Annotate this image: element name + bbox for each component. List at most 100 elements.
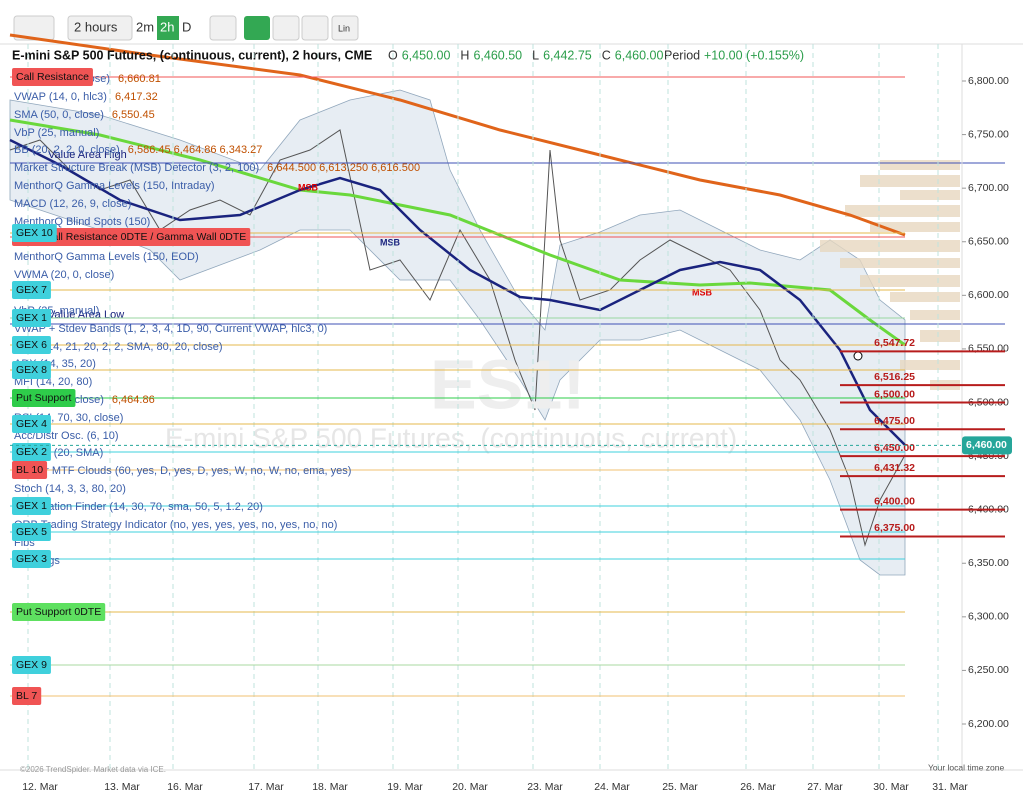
gamma-tag-label: GEX 7 — [16, 284, 47, 296]
annotation: MSB — [380, 237, 401, 247]
gamma-tag-label: GEX 5 — [16, 526, 47, 538]
ohlc-value: 6,460.50 — [473, 48, 522, 62]
gamma-tag-label: GEX 2 — [16, 446, 47, 458]
annotation: MSB — [692, 287, 713, 297]
gamma-tag — [12, 389, 76, 407]
level-label: 6,547.72 — [874, 337, 915, 349]
chart-type-button[interactable] — [13, 15, 55, 41]
indicator-name: MenthorQ Gamma Levels (150, Intraday) — [14, 180, 215, 192]
gamma-tag — [12, 523, 51, 541]
indicator-name: Ripster MTF Clouds (60, yes, D, yes, D, … — [14, 465, 351, 477]
interval-button[interactable]: 2h — [160, 19, 174, 34]
gamma-tag — [12, 497, 51, 515]
watermark-name: E-mini S&P 500 Futures, (continuous, cur… — [165, 422, 737, 453]
gamma-tag-label: GEX 6 — [16, 339, 47, 351]
level-label: 6,516.25 — [874, 371, 915, 383]
gamma-tag — [12, 68, 93, 86]
gamma-tag — [12, 687, 42, 705]
indicator-name: SMA (50, 0, close) — [14, 109, 104, 121]
volume-profile — [820, 160, 960, 390]
level-label: 6,431.32 — [874, 462, 915, 474]
indicator-name: VWAP + Stdev Bands (1, 2, 3, 4, 1D, 90, … — [14, 323, 327, 335]
marker — [853, 351, 863, 361]
y-tick-label: 6,800.00 — [968, 75, 1009, 87]
gamma-tag — [12, 336, 51, 354]
level-label: 6,400.00 — [874, 495, 915, 507]
level-label: 6,500.00 — [874, 388, 915, 400]
settings-button[interactable] — [209, 15, 237, 41]
y-tick-label: 6,700.00 — [968, 182, 1009, 194]
ohlc-key: C — [602, 48, 611, 62]
x-tick-label: 19. Mar — [387, 781, 423, 793]
active-interval-bg — [157, 16, 179, 40]
ohlc-key: H — [460, 48, 469, 62]
indicator-name: Market Structure Break (MSB) Detector (3… — [14, 162, 259, 174]
indicator-name: MACD (12, 26, 9, close) — [14, 198, 131, 210]
indicator-value: 6,644.500 6,613.250 6,616.500 — [267, 162, 420, 174]
level-label: 6,475.00 — [874, 415, 915, 427]
timezone: Your local time zone — [928, 762, 1005, 772]
ohlc-value: 6,450.00 — [402, 48, 451, 62]
gamma-tag-label: GEX 3 — [16, 553, 47, 565]
level-label: 6,375.00 — [874, 522, 915, 534]
gamma-tag-label: GEX 1 — [16, 312, 47, 324]
x-tick-label: 27. Mar — [807, 781, 843, 793]
sma-200 — [9, 33, 906, 237]
scale-button[interactable] — [331, 15, 359, 41]
indicator-name: VWMA (20, 0, close) — [14, 269, 114, 281]
interval-button[interactable]: 2m — [136, 19, 154, 34]
y-tick-label: 6,600.00 — [968, 289, 1009, 301]
last-price: 6,460.00 — [966, 439, 1007, 451]
tool-button[interactable] — [244, 16, 270, 40]
interval-button[interactable]: D — [182, 19, 191, 34]
ohlc-value: 6,460.00 — [615, 48, 664, 62]
x-tick-label: 26. Mar — [740, 781, 776, 793]
gamma-tag-label: Call Resistance — [16, 71, 89, 83]
y-tick-label: 6,750.00 — [968, 128, 1009, 140]
x-tick-label: 23. Mar — [527, 781, 563, 793]
indicator-name: BB (20, 2, 2, 0, close) — [14, 144, 120, 156]
interval: 2 hours — [74, 19, 118, 34]
chart-title: E-mini S&P 500 Futures, (continuous, cur… — [12, 48, 372, 62]
indicator-value: 6,417.32 — [115, 91, 158, 103]
y-tick-label: 6,250.00 — [968, 664, 1009, 676]
gamma-tag-label: BL 7 — [16, 690, 37, 702]
indicator-name: ORB Trading Strategy Indicator (no, yes,… — [14, 519, 337, 531]
x-tick-label: 25. Mar — [662, 781, 698, 793]
ohlc-value: 6,442.75 — [543, 48, 592, 62]
gamma-tag — [12, 603, 106, 621]
price-line — [9, 129, 906, 547]
gamma-tag — [12, 224, 57, 242]
x-tick-label: 12. Mar — [22, 781, 58, 793]
annotation: MSB — [298, 182, 319, 192]
indicator-name: Stoch (14, 3, 3, 80, 20) — [14, 483, 126, 495]
tool-button[interactable] — [301, 15, 329, 41]
interval-select[interactable] — [67, 15, 133, 41]
indicator-value: 6,464.86 — [112, 394, 155, 406]
period-label: Period — [664, 48, 700, 62]
y-tick-label: 6,550.00 — [968, 343, 1009, 355]
gamma-tag — [12, 415, 51, 433]
credit: ©2026 TrendSpider. Market data via ICE. — [20, 765, 166, 774]
x-tick-label: 17. Mar — [248, 781, 284, 793]
x-tick-label: 18. Mar — [312, 781, 348, 793]
scale: Lin — [338, 23, 350, 33]
indicator-name: MenthorQ Gamma Levels (150, EOD) — [14, 251, 199, 263]
gamma-tag-label: GEX 1 — [16, 500, 47, 512]
tool-button[interactable] — [272, 15, 300, 41]
gamma-tag — [12, 656, 51, 674]
x-tick-label: 30. Mar — [873, 781, 909, 793]
gamma-tag-label: GEX 10 — [16, 227, 53, 239]
gamma-tag-label: Put Support — [16, 392, 72, 404]
gamma-tag-label: BL 10 — [16, 464, 43, 476]
y-tick-label: 6,650.00 — [968, 236, 1009, 248]
gamma-tag — [12, 281, 51, 299]
bollinger-band — [9, 89, 906, 576]
gamma-tag-label: GEX 9 — [16, 659, 47, 671]
annotation: Value Area High — [48, 149, 127, 161]
toolbar: 2 hours 2m 2h D Lin — [13, 15, 359, 41]
gamma-tag — [12, 361, 51, 379]
watermark: ES1! — [430, 345, 586, 423]
gamma-tag — [12, 309, 51, 327]
